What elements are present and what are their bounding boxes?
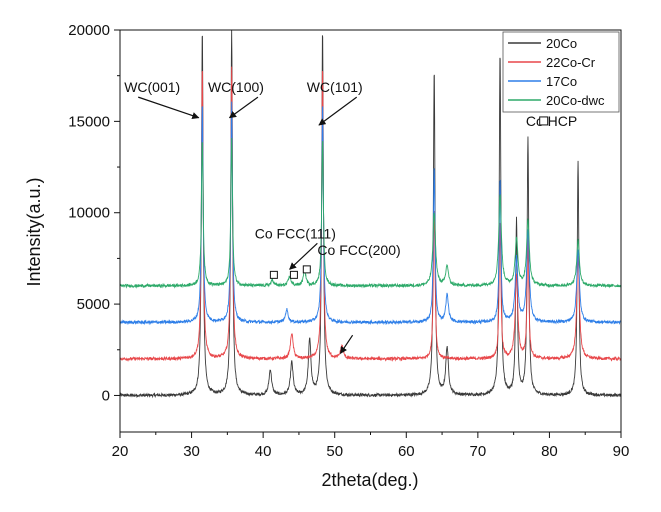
y-tick-label: 20000 <box>68 22 110 39</box>
x-tick-label: 60 <box>398 443 415 460</box>
annotation-label: WC(101) <box>307 79 363 95</box>
x-tick-label: 50 <box>326 443 343 460</box>
series-line-20co-dwc <box>120 137 621 289</box>
annotation-arrow <box>289 242 318 270</box>
annotation-label: WC(001) <box>124 79 180 95</box>
x-tick-label: 90 <box>613 443 630 460</box>
annotation-arrow <box>318 96 358 126</box>
x-tick-label: 30 <box>183 443 200 460</box>
legend-label: 20Co-dwc <box>546 93 605 108</box>
legend: 20Co 22Co-Cr 17Co 20Co-dwc <box>502 31 620 113</box>
y-tick-label: 10000 <box>68 205 110 222</box>
annotation-arrow <box>228 96 259 119</box>
annotation-arrow <box>138 96 200 120</box>
x-tick-label: 70 <box>470 443 487 460</box>
annotation-label: Co HCP <box>526 113 577 129</box>
series-layer <box>120 30 621 399</box>
x-axis-title: 2theta(deg.) <box>321 470 418 490</box>
co-hcp-legend-marker <box>539 116 549 126</box>
y-tick-label: 15000 <box>68 113 110 130</box>
annotation-label: Co FCC(111) <box>255 225 336 241</box>
legend-box <box>502 31 620 113</box>
annotation-arrow <box>339 334 354 355</box>
co-hcp-marker <box>289 270 298 279</box>
co-hcp-marker <box>302 265 311 274</box>
axes-layer: 20 30 40 50 60 70 80 90 0 5000 10000 15000 20000 <box>68 22 629 460</box>
annotation-label: Co FCC(200) <box>317 242 400 258</box>
x-tick-label: 80 <box>541 443 558 460</box>
co-hcp-marker <box>269 270 278 279</box>
y-tick-label: 0 <box>102 387 110 404</box>
y-tick-label: 5000 <box>77 296 110 313</box>
legend-label: 20Co <box>546 36 577 51</box>
legend-label: 22Co-Cr <box>546 55 596 70</box>
legend-label: 17Co <box>546 74 577 89</box>
y-axis-title: Intensity(a.u.) <box>24 177 44 286</box>
x-tick-label: 40 <box>255 443 272 460</box>
x-tick-label: 20 <box>112 443 129 460</box>
annotation-label: WC(100) <box>208 79 264 95</box>
annotation-layer: WC(001) WC(100) WC(101) Co FCC(111)Co FCC(2… <box>124 79 577 355</box>
